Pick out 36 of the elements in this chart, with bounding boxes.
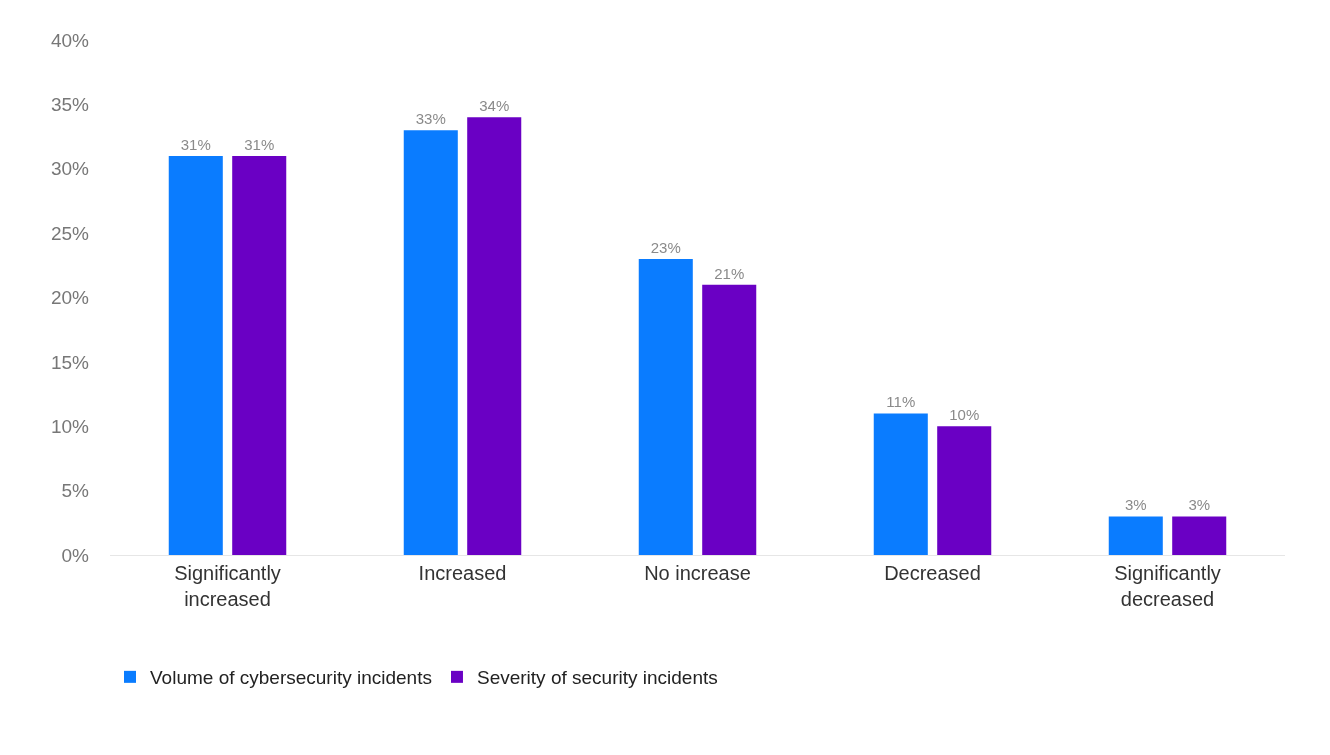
bar — [873, 413, 928, 555]
data-label: 3% — [1188, 496, 1211, 514]
legend-label: Volume of cybersecurity incidents — [150, 667, 432, 689]
data-label: 31% — [180, 135, 211, 153]
y-tick-label: 40% — [50, 29, 90, 51]
bar — [1172, 516, 1227, 555]
data-label: 3% — [1124, 496, 1147, 514]
data-label: 34% — [479, 97, 510, 115]
bar — [232, 155, 287, 555]
y-tick-label: 5% — [61, 480, 90, 502]
bar — [467, 117, 522, 555]
y-tick-label: 20% — [50, 287, 90, 309]
data-label: 23% — [650, 238, 681, 256]
data-label: 10% — [949, 406, 980, 424]
x-tick-label: Significantly decreased — [1114, 562, 1221, 610]
bar — [1108, 516, 1163, 555]
y-tick-label: 15% — [50, 351, 90, 373]
bar — [403, 130, 458, 555]
y-tick-label: 35% — [50, 94, 90, 116]
data-label: 11% — [886, 393, 916, 411]
data-label: 33% — [415, 110, 446, 128]
x-tick-label: No increase — [644, 562, 751, 584]
x-tick-label: Increased — [418, 562, 507, 584]
data-label: 31% — [244, 135, 275, 153]
y-tick-label: 10% — [50, 415, 90, 437]
y-tick-label: 0% — [61, 544, 90, 566]
data-label: 21% — [714, 264, 745, 282]
x-tick-label: Significantly increased — [174, 562, 281, 610]
x-tick-label: Decreased — [884, 562, 981, 584]
bar — [702, 284, 757, 555]
bar — [937, 426, 992, 555]
legend-label: Severity of security incidents — [476, 667, 718, 689]
bar — [638, 258, 693, 555]
bar — [168, 155, 223, 555]
y-tick-label: 25% — [50, 222, 90, 244]
y-tick-label: 30% — [50, 158, 90, 180]
